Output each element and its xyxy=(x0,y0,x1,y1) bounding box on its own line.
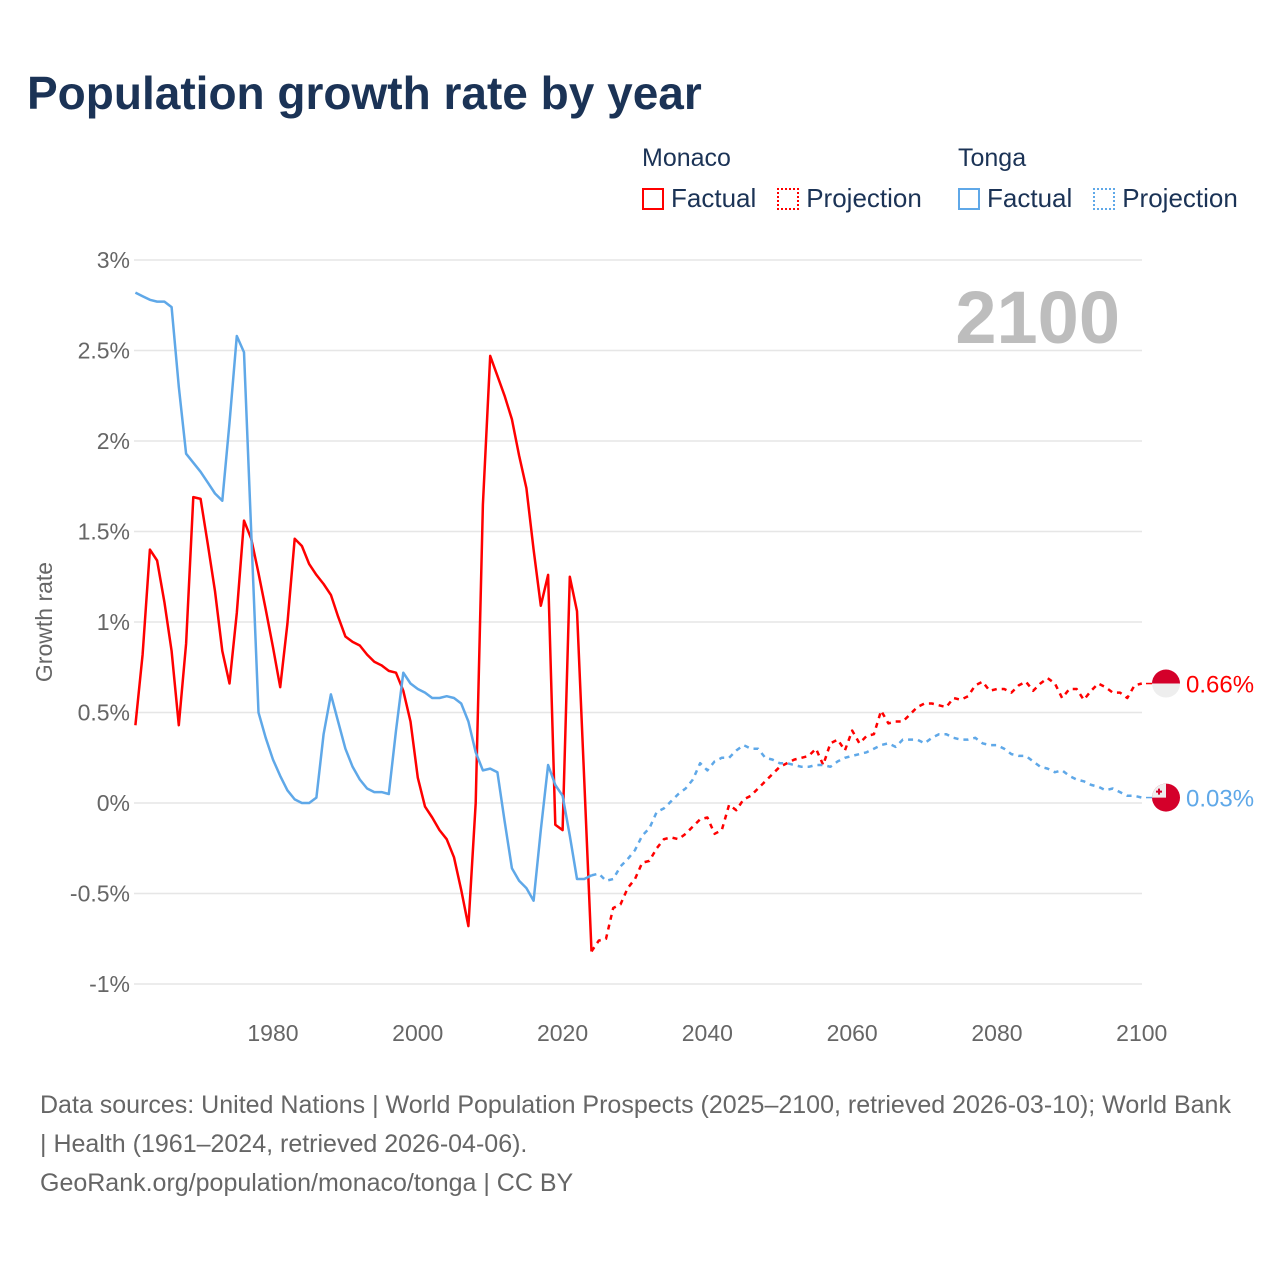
x-tick-label: 1980 xyxy=(247,1020,298,1046)
tonga-flag-cross-icon xyxy=(1156,788,1162,795)
monaco-flag-icon xyxy=(1152,683,1181,698)
legend-tonga-factual[interactable]: Factual xyxy=(958,183,1072,214)
series-tonga-factual xyxy=(134,291,593,902)
footer: Data sources: United Nations | World Pop… xyxy=(40,1086,1240,1203)
x-tick-label: 2100 xyxy=(1116,1020,1167,1046)
legend-group-name: Monaco xyxy=(642,144,731,172)
x-tick-label: 2080 xyxy=(971,1020,1022,1046)
end-value-label: 0.03% xyxy=(1186,786,1254,813)
legend-label: Factual xyxy=(671,183,757,213)
solid-swatch-icon xyxy=(958,187,980,210)
dotted-swatch-icon xyxy=(777,187,800,210)
y-tick-label: 0.5% xyxy=(78,700,130,726)
series-monaco-projection xyxy=(590,676,1143,953)
y-axis-label: Growth rate xyxy=(31,562,57,682)
end-value-label: 0.66% xyxy=(1186,672,1254,699)
legend-label: Factual xyxy=(987,183,1073,213)
legend-label: Projection xyxy=(806,183,922,213)
y-tick-label: 2% xyxy=(97,428,130,454)
legend-monaco: Monaco Factual Projection xyxy=(642,144,936,217)
source-link[interactable]: GeoRank.org/population/monaco/tonga | CC… xyxy=(40,1169,574,1197)
y-tick-label: 3% xyxy=(97,247,130,273)
data-sources: Data sources: United Nations | World Pop… xyxy=(40,1091,1231,1158)
legend-tonga: Tonga Factual Projection xyxy=(958,144,1252,217)
legend-label: Projection xyxy=(1122,183,1238,213)
x-tick-label: 2020 xyxy=(537,1020,588,1046)
year-label: 2100 xyxy=(955,276,1120,359)
y-tick-label: 0% xyxy=(97,790,130,816)
legend-monaco-factual[interactable]: Factual xyxy=(642,183,756,214)
monaco-flag-icon xyxy=(1152,669,1181,684)
y-tick-label: -1% xyxy=(89,971,130,997)
legend-group-name: Tonga xyxy=(958,144,1027,172)
chart-title: Population growth rate by year xyxy=(27,67,702,119)
dotted-swatch-icon xyxy=(1093,187,1116,210)
legend-tonga-projection[interactable]: Projection xyxy=(1093,183,1238,214)
solid-swatch-icon xyxy=(642,187,664,210)
x-tick-label: 2040 xyxy=(682,1020,733,1046)
series-tonga-projection xyxy=(591,732,1143,883)
y-tick-label: 2.5% xyxy=(78,338,130,364)
y-tick-label: 1.5% xyxy=(78,519,130,545)
y-tick-label: -0.5% xyxy=(70,881,130,907)
x-tick-label: 2060 xyxy=(827,1020,878,1046)
y-tick-label: 1% xyxy=(97,609,130,635)
legend-monaco-projection[interactable]: Projection xyxy=(777,183,922,214)
series-monaco-factual xyxy=(134,354,593,952)
x-tick-label: 2000 xyxy=(392,1020,443,1046)
